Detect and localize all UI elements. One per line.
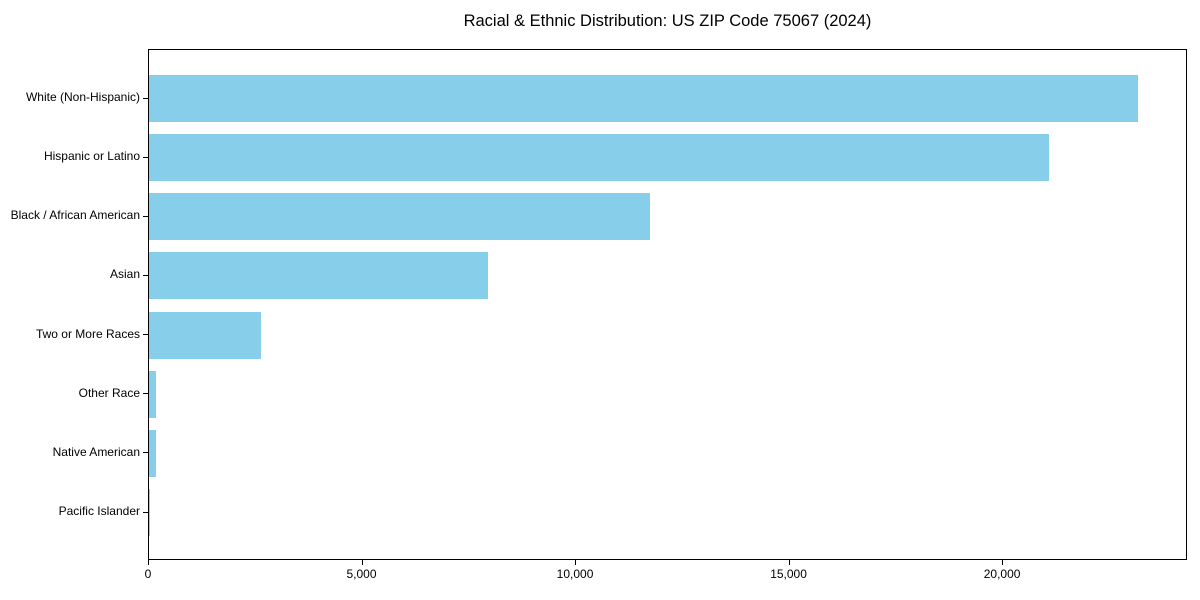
y-tick-mark: [143, 157, 148, 158]
chart-title: Racial & Ethnic Distribution: US ZIP Cod…: [463, 12, 872, 30]
bar-white-non-hispanic: [149, 75, 1138, 122]
bar-black-african-american: [149, 193, 650, 241]
bar-native-american: [149, 429, 157, 477]
y-tick-label: Black / African American: [10, 208, 140, 223]
y-tick-mark: [143, 334, 148, 335]
y-tick-mark: [143, 512, 148, 513]
bar-two-or-more-races: [149, 311, 261, 359]
y-tick-label: Hispanic or Latino: [43, 149, 140, 164]
x-tick-mark: [575, 560, 577, 565]
y-tick-label: Other Race: [78, 385, 140, 400]
x-tick-mark: [1002, 560, 1004, 565]
bar-other-race: [149, 370, 157, 418]
plot-area: [148, 49, 1187, 560]
y-tick-mark: [143, 98, 148, 99]
y-tick-label: Asian: [109, 267, 140, 282]
x-tick-label: 20,000: [983, 567, 1021, 581]
y-tick-label: Native American: [52, 444, 140, 459]
y-tick-mark: [143, 216, 148, 217]
x-tick-mark: [148, 560, 149, 565]
bar-pacific-islander: [149, 489, 150, 536]
y-tick-label: Two or More Races: [35, 326, 140, 341]
x-tick-label: 10,000: [556, 567, 594, 581]
y-tick-label: Pacific Islander: [58, 504, 140, 518]
x-tick-label: 5,000: [346, 567, 377, 581]
y-tick-mark: [143, 275, 148, 276]
x-tick-label: 0: [144, 567, 152, 581]
x-tick-mark: [361, 560, 363, 565]
y-tick-mark: [143, 393, 148, 394]
x-tick-label: 15,000: [770, 567, 807, 581]
y-tick-mark: [143, 452, 148, 453]
bar-asian: [149, 252, 488, 300]
x-tick-mark: [788, 560, 790, 565]
bar-hispanic-or-latino: [149, 134, 1050, 182]
y-tick-label: White (Non-Hispanic): [25, 90, 140, 104]
